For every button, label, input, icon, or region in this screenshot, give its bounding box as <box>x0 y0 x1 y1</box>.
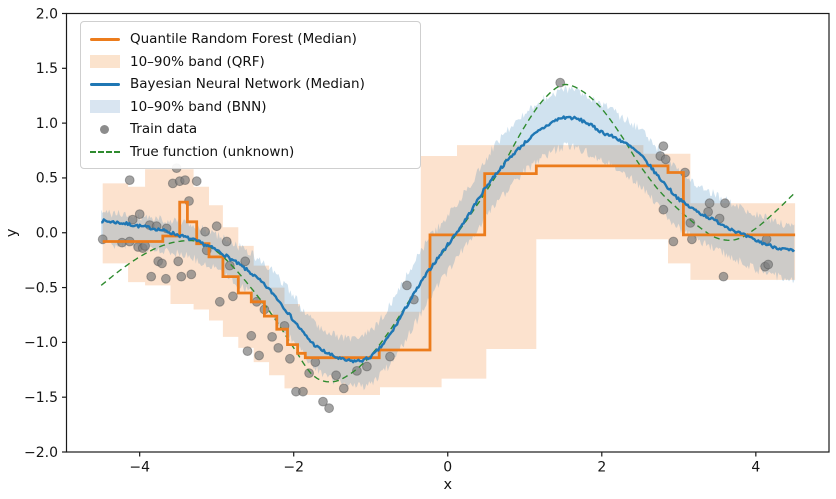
legend-item-label: 10–90% band (BNN) <box>130 98 267 115</box>
legend-item-train-data: Train data <box>90 119 410 140</box>
qrf-median-line <box>102 164 796 360</box>
y-tick-label: −1.5 <box>24 390 58 406</box>
y-tick-label: −2.0 <box>24 445 58 461</box>
train-point <box>658 141 669 152</box>
train-point <box>352 366 362 376</box>
train-point <box>668 236 679 247</box>
x-tick-label: 0 <box>443 460 452 476</box>
train-point <box>298 386 308 397</box>
y-axis-label: y <box>4 228 20 237</box>
axes: −4 −2 0 2 4 −2.0 −1.5 −1.0 −0.5 0.0 0.5 1.0 1.5 2.0 <box>24 6 830 476</box>
bnn-band-swatch <box>90 100 120 114</box>
train-point <box>191 176 202 187</box>
qrf-median-line-swatch <box>90 37 120 41</box>
legend-item-label: True function (unknown) <box>130 143 295 160</box>
x-tick-label: 4 <box>751 460 760 476</box>
plot-area <box>97 77 796 414</box>
legend-item-label: Bayesian Neural Network (Median) <box>130 76 365 93</box>
y-tick-label: −1.0 <box>24 335 58 351</box>
y-tick-label: 0.0 <box>36 226 58 242</box>
y-tick-label: 1.5 <box>36 61 58 77</box>
train-point <box>186 269 197 280</box>
x-tick-label: −2 <box>283 460 304 476</box>
train-point <box>318 396 328 407</box>
train-point <box>324 403 335 414</box>
bnn-median-line-swatch <box>90 82 120 86</box>
train-point <box>211 221 222 232</box>
legend-item-label: Quantile Random Forest (Median) <box>130 31 357 48</box>
train-point <box>146 271 157 282</box>
qrf-band-swatch <box>90 55 120 69</box>
legend-item-qrf-median: Quantile Random Forest (Median) <box>90 29 410 50</box>
train-point <box>214 296 225 307</box>
x-tick-label: 2 <box>597 460 606 476</box>
train-point <box>555 77 566 88</box>
train-point <box>704 198 715 209</box>
bnn-band-area <box>101 85 795 391</box>
y-tick-label: 2.0 <box>36 6 58 22</box>
train-point <box>385 351 395 362</box>
y-tick-label: 1.0 <box>36 116 58 132</box>
train-point <box>254 350 265 361</box>
train-point <box>200 226 211 237</box>
qrf-band-area <box>102 145 796 395</box>
train-point <box>161 273 171 284</box>
train-point <box>660 154 671 165</box>
train-point <box>304 368 315 379</box>
legend-item-bnn-band: 10–90% band (BNN) <box>90 97 410 118</box>
train-point <box>285 353 295 364</box>
bnn-median-line <box>101 115 796 364</box>
train-point <box>267 332 278 342</box>
train-point <box>127 214 138 225</box>
train-point <box>685 218 696 228</box>
train-point <box>124 175 135 186</box>
train-point <box>176 271 187 282</box>
legend: Quantile Random Forest (Median) 10–90% b… <box>80 21 421 169</box>
train-data-dot-swatch <box>100 124 109 134</box>
legend-item-label: Train data <box>130 121 198 138</box>
train-point <box>228 291 238 302</box>
legend-item-bnn-median: Bayesian Neural Network (Median) <box>90 74 410 95</box>
true-function-dashed-swatch <box>90 150 120 153</box>
series-layer <box>97 77 796 414</box>
legend-item-qrf-band: 10–90% band (QRF) <box>90 52 410 73</box>
y-tick-label: 0.5 <box>36 171 58 187</box>
legend-item-true-function: True function (unknown) <box>90 142 410 163</box>
train-point <box>240 256 251 267</box>
train-point <box>718 271 729 282</box>
train-point <box>362 361 372 372</box>
train-point <box>242 346 253 357</box>
x-axis-label: x <box>444 477 453 493</box>
train-point <box>402 280 412 291</box>
legend-item-label: 10–90% band (QRF) <box>130 53 265 70</box>
train-point <box>338 383 349 394</box>
train-point <box>658 204 669 215</box>
y-tick-label: −0.5 <box>24 280 58 296</box>
train-point <box>180 175 191 186</box>
train-point <box>173 256 184 267</box>
x-tick-label: −4 <box>129 460 150 476</box>
train-point <box>134 209 145 220</box>
train-point <box>763 259 774 270</box>
train-point <box>246 330 257 341</box>
train-point <box>703 207 713 217</box>
train-point <box>224 260 235 271</box>
train-point <box>157 258 167 269</box>
train-point <box>221 236 232 247</box>
train-point <box>720 198 730 209</box>
train-point <box>273 343 284 353</box>
train-point <box>331 370 342 381</box>
